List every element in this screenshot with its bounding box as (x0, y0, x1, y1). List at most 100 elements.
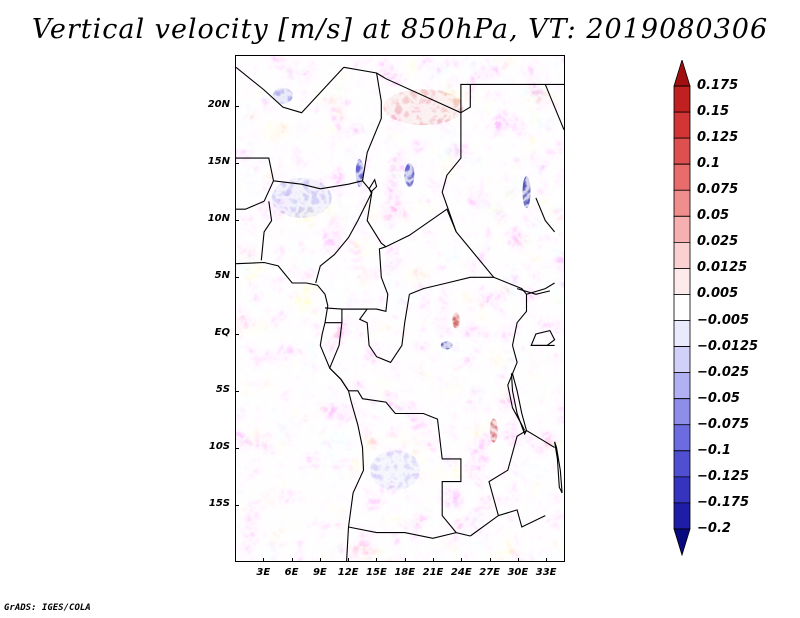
colorbar-swatch (673, 85, 691, 113)
country-border (488, 429, 555, 516)
lon-label-6e: 6E (284, 567, 299, 578)
lon-label-27e: 27E (479, 567, 500, 578)
lon-tick (291, 558, 293, 562)
lon-label-30e: 30E (507, 567, 529, 578)
colorbar-label: −0.2 (697, 520, 731, 536)
colorbar-swatch (673, 215, 691, 243)
lon-tick (546, 558, 548, 562)
colorbar-swatch (673, 398, 691, 426)
lat-label-5n: 5N (214, 270, 230, 282)
colorbar-label: 0.1 (697, 156, 721, 172)
colorbar-label: −0.025 (697, 364, 750, 380)
colorbar-label: −0.0125 (697, 338, 759, 354)
lat-label-10n: 10N (207, 213, 230, 225)
colorbar-label: 0.0125 (697, 260, 748, 276)
lon-label-15e: 15E (366, 567, 387, 578)
lat-label-5s: 5S (215, 384, 230, 396)
colorbar-swatch (673, 60, 691, 87)
country-border (493, 276, 555, 295)
lon-label-33e: 33E (535, 567, 557, 578)
country-border (236, 66, 345, 114)
colorbar-swatch (673, 268, 691, 295)
chart-title: Vertical velocity [m/s] at 850hPa, VT: 2… (31, 14, 769, 45)
colorbar-label: 0.125 (697, 130, 739, 146)
colorbar-swatch (673, 241, 691, 269)
lon-tick (348, 558, 350, 562)
country-border (236, 157, 275, 181)
colorbar-swatch (673, 502, 691, 530)
colorbar-swatch (673, 450, 691, 478)
colorbar-label: −0.075 (697, 416, 750, 432)
lat-tick (235, 448, 239, 450)
colorbar-swatch (673, 528, 691, 557)
lon-label-18e: 18E (394, 567, 416, 578)
lat-label-20n: 20N (207, 99, 230, 111)
lat-label-eq: EQ (214, 327, 230, 339)
map-panel[interactable] (235, 55, 565, 562)
colorbar-swatch (673, 111, 691, 139)
colorbar-label: −0.1 (697, 442, 731, 458)
country-border (516, 288, 551, 295)
colorbar-swatch (673, 294, 691, 321)
lon-tick (319, 558, 321, 562)
colorbar-swatch (673, 163, 691, 191)
country-border (535, 197, 556, 233)
colorbar-label: 0.025 (697, 234, 739, 250)
colorbar-label: −0.125 (697, 468, 750, 484)
lon-label-24e: 24E (450, 567, 472, 578)
lake-outline (510, 373, 528, 436)
colorbar-swatch (673, 137, 691, 165)
velocity-field-map (236, 56, 564, 561)
colorbar-swatch (673, 424, 691, 452)
country-border (348, 390, 471, 537)
colorbar-swatch (673, 189, 691, 217)
velocity-contour-speckle (236, 56, 564, 561)
lat-tick (235, 277, 239, 279)
colorbar-label: −0.175 (697, 494, 750, 510)
lat-label-15s: 15S (208, 498, 230, 510)
lon-tick (461, 558, 463, 562)
lon-label-3e: 3E (256, 567, 271, 578)
colorbar-swatch (673, 476, 691, 504)
country-border (460, 83, 564, 113)
lat-label-15n: 15N (207, 156, 230, 168)
lon-tick (517, 558, 519, 562)
coastline (236, 261, 365, 561)
lon-tick (404, 558, 406, 562)
country-border (260, 201, 273, 261)
colorbar-label: −0.05 (697, 390, 740, 406)
country-border (236, 200, 265, 210)
lon-tick (376, 558, 378, 562)
lat-tick (235, 163, 239, 165)
lake-outline (554, 441, 563, 494)
colorbar-label: −0.005 (697, 312, 750, 328)
lon-tick (263, 558, 265, 562)
country-border (324, 208, 495, 312)
lon-label-21e: 21E (422, 567, 444, 578)
lat-label-10s: 10S (208, 441, 230, 453)
lake-outline (368, 178, 378, 194)
colorbar-swatch (673, 372, 691, 400)
credit-text: GrADS: IGES/COLA (4, 603, 91, 613)
country-border (544, 84, 564, 131)
country-borders (236, 66, 564, 561)
colorbar-label: 0.15 (697, 104, 730, 120)
colorbar-swatch (673, 320, 691, 347)
lon-tick (433, 558, 434, 562)
lat-tick (235, 334, 239, 336)
country-border (315, 191, 373, 284)
colorbar-label: 0.075 (697, 182, 739, 198)
country-border (460, 84, 471, 114)
country-border (348, 526, 457, 539)
lon-label-12e: 12E (337, 567, 359, 578)
lat-tick (235, 220, 239, 222)
colorbar-label: 0.005 (697, 286, 739, 302)
lake-outline (530, 329, 556, 346)
lat-tick (235, 391, 239, 393)
lon-tick (489, 558, 491, 562)
colorbar-label: 0.175 (697, 78, 739, 94)
lon-label-9e: 9E (312, 567, 327, 578)
country-border (343, 66, 462, 233)
country-border (469, 509, 546, 537)
lat-tick (235, 106, 239, 108)
